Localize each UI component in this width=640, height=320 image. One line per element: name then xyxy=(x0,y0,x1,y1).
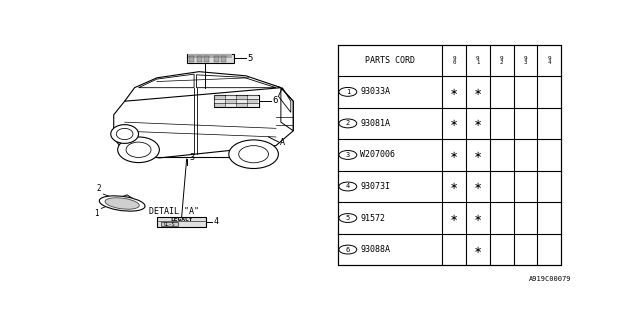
Ellipse shape xyxy=(118,137,159,163)
Ellipse shape xyxy=(229,140,278,169)
Bar xyxy=(237,103,247,107)
Bar xyxy=(248,103,258,107)
Text: 6: 6 xyxy=(346,247,350,252)
Ellipse shape xyxy=(105,198,140,209)
Text: 9
0: 9 0 xyxy=(452,56,456,65)
Bar xyxy=(338,44,561,265)
Bar xyxy=(214,56,219,62)
Text: 93033A: 93033A xyxy=(360,87,390,96)
Text: ∗: ∗ xyxy=(450,87,458,97)
Text: 93088A: 93088A xyxy=(360,245,390,254)
Text: 2: 2 xyxy=(97,184,101,193)
Text: PARTS CORD: PARTS CORD xyxy=(365,56,415,65)
Text: 9
4: 9 4 xyxy=(547,56,551,65)
Text: ∗: ∗ xyxy=(450,213,458,223)
Text: ∗: ∗ xyxy=(474,150,482,160)
Text: ∗: ∗ xyxy=(450,181,458,191)
Text: ∗: ∗ xyxy=(450,150,458,160)
Text: 9
1: 9 1 xyxy=(476,56,479,65)
Bar xyxy=(214,99,225,103)
Text: 9
2: 9 2 xyxy=(500,56,503,65)
Polygon shape xyxy=(114,73,293,158)
Text: 1: 1 xyxy=(346,89,350,95)
Circle shape xyxy=(339,87,356,96)
Bar xyxy=(225,103,236,107)
Text: 1: 1 xyxy=(93,209,99,218)
Text: GL-S: GL-S xyxy=(164,222,175,227)
Text: 9
3: 9 3 xyxy=(524,56,527,65)
Bar xyxy=(237,95,247,99)
Ellipse shape xyxy=(111,124,138,143)
Text: LEGACY: LEGACY xyxy=(170,217,193,222)
Text: DETAIL "A": DETAIL "A" xyxy=(150,207,200,216)
Text: 4: 4 xyxy=(214,217,219,226)
Circle shape xyxy=(339,150,356,159)
Bar xyxy=(214,95,259,108)
Bar xyxy=(225,95,236,99)
Text: 93081A: 93081A xyxy=(360,119,390,128)
Bar xyxy=(225,99,236,103)
Circle shape xyxy=(339,213,356,222)
Text: 3: 3 xyxy=(189,153,194,162)
Ellipse shape xyxy=(126,142,151,157)
Text: 91572: 91572 xyxy=(360,213,385,222)
Text: ∗: ∗ xyxy=(474,181,482,191)
Bar xyxy=(237,99,247,103)
Bar xyxy=(248,95,258,99)
Text: A: A xyxy=(280,138,285,147)
Text: 6: 6 xyxy=(273,97,278,106)
Text: 3: 3 xyxy=(346,152,350,158)
Bar xyxy=(248,99,258,103)
Bar xyxy=(188,54,232,58)
Bar xyxy=(221,56,227,62)
Text: A919C00079: A919C00079 xyxy=(529,276,571,282)
Text: 2: 2 xyxy=(346,120,350,126)
Polygon shape xyxy=(125,72,281,101)
Text: ∗: ∗ xyxy=(474,87,482,97)
Bar xyxy=(196,56,202,62)
Bar xyxy=(157,217,207,227)
Bar xyxy=(161,222,178,227)
Text: W207006: W207006 xyxy=(360,150,396,159)
Bar xyxy=(214,103,225,107)
Bar xyxy=(204,56,209,62)
Text: ∗: ∗ xyxy=(474,213,482,223)
Ellipse shape xyxy=(116,128,133,140)
Circle shape xyxy=(339,119,356,128)
Circle shape xyxy=(339,182,356,191)
Text: 93073I: 93073I xyxy=(360,182,390,191)
Bar xyxy=(189,56,194,62)
Text: 5: 5 xyxy=(346,215,350,221)
Text: ∗: ∗ xyxy=(474,118,482,128)
Bar xyxy=(187,54,234,63)
Text: ∗: ∗ xyxy=(450,118,458,128)
Bar xyxy=(214,95,225,99)
Ellipse shape xyxy=(239,146,269,163)
Text: ∗: ∗ xyxy=(474,244,482,255)
Ellipse shape xyxy=(99,196,145,211)
Text: 5: 5 xyxy=(248,54,253,63)
Polygon shape xyxy=(110,195,134,206)
Circle shape xyxy=(339,245,356,254)
Text: 4: 4 xyxy=(346,183,350,189)
